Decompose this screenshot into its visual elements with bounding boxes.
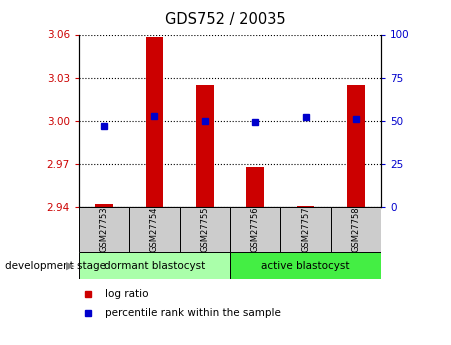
Bar	[95, 204, 113, 207]
Bar	[79, 252, 230, 279]
Text: GSM27755: GSM27755	[200, 207, 209, 252]
Bar	[179, 207, 230, 252]
Text: GSM27758: GSM27758	[351, 207, 360, 252]
Text: GSM27756: GSM27756	[251, 207, 260, 252]
Bar	[79, 207, 129, 252]
Bar	[129, 207, 179, 252]
Text: GSM27754: GSM27754	[150, 207, 159, 252]
Text: GSM27753: GSM27753	[100, 207, 109, 252]
Text: active blastocyst: active blastocyst	[261, 261, 350, 270]
Text: percentile rank within the sample: percentile rank within the sample	[105, 307, 281, 317]
Bar	[297, 206, 314, 207]
Text: GSM27757: GSM27757	[301, 207, 310, 252]
Text: log ratio: log ratio	[105, 288, 148, 298]
Bar	[347, 85, 365, 207]
Text: ▶: ▶	[66, 261, 74, 270]
Bar	[246, 167, 264, 207]
Bar	[230, 252, 381, 279]
Bar	[146, 37, 163, 207]
Bar	[331, 207, 381, 252]
Text: GDS752 / 20035: GDS752 / 20035	[165, 12, 286, 27]
Bar	[196, 85, 214, 207]
Text: development stage: development stage	[5, 261, 106, 270]
Text: dormant blastocyst: dormant blastocyst	[104, 261, 205, 270]
Bar	[230, 207, 281, 252]
Bar	[281, 207, 331, 252]
